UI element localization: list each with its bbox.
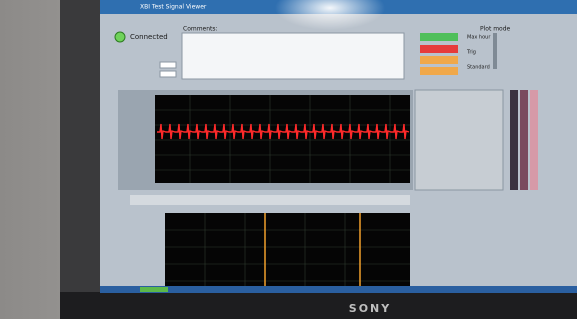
- comments-box[interactable]: [182, 33, 404, 79]
- legend-panel: [415, 90, 503, 190]
- button[interactable]: [420, 67, 458, 75]
- taskbar: [100, 286, 577, 293]
- plot-mode-option[interactable]: Trig: [466, 50, 476, 56]
- status-led: [115, 32, 125, 42]
- slider[interactable]: [493, 33, 497, 69]
- window-title: XBI Test Signal Viewer: [140, 4, 207, 11]
- bezel-left: [60, 0, 100, 319]
- plot-mode-option[interactable]: Standard: [467, 65, 490, 71]
- comments-label: Comments:: [183, 26, 218, 33]
- bezel-bottom: [60, 292, 577, 319]
- photo: SONY XBI Test Signal Viewer Connected Co…: [0, 0, 577, 319]
- swatches: [510, 90, 538, 190]
- plot-mode-title: Plot mode: [480, 26, 511, 33]
- status-label: Connected: [130, 33, 168, 41]
- button[interactable]: [420, 45, 458, 53]
- button[interactable]: [420, 56, 458, 64]
- toolbar: [130, 195, 410, 205]
- plot-mode-option[interactable]: Max hour: [467, 35, 491, 41]
- plot-area: [165, 213, 410, 290]
- start-button[interactable]: [140, 287, 168, 292]
- brand-logo: SONY: [349, 302, 391, 315]
- input-field[interactable]: [160, 62, 176, 68]
- button[interactable]: [420, 33, 458, 41]
- input-field[interactable]: [160, 71, 176, 77]
